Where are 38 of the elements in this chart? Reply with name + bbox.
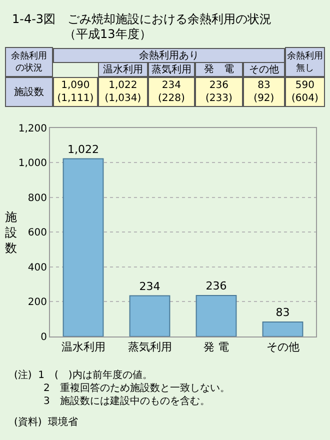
bar <box>62 158 104 336</box>
y-axis-title: 施設数 <box>14 86 44 98</box>
text: (注) 1 ( )内は前年度の値。 2 重複回答のため施設数と一致しない。 3 施設数には建設中のものを含む。 <box>14 369 230 407</box>
text: 余熱利用の状況 <box>11 50 47 74</box>
y-tick-label: 0 <box>40 332 47 343</box>
y-tick-label: 400 <box>28 262 47 274</box>
chart-subtitle: （平成13年度） <box>64 27 152 41</box>
text: (資料) 環境省 <box>14 416 78 428</box>
data-label: 234 <box>139 280 160 293</box>
text: 236 (233) <box>206 80 232 104</box>
x-tick-label: 蒸気利用 <box>128 340 172 354</box>
text: 1,022 (1,034) <box>104 80 142 104</box>
text: 施設数 <box>5 210 17 256</box>
text: 余熱利用あり <box>139 50 199 62</box>
bar <box>262 322 304 336</box>
bar <box>196 294 237 336</box>
data-label: 1,022 <box>68 142 99 156</box>
text: 発 電 <box>204 64 234 75</box>
y-tick-label: 200 <box>28 297 47 308</box>
data-label: 83 <box>276 306 290 320</box>
x-tick-label: 温水利用 <box>61 340 106 354</box>
chart-title: 1-4-3図 ごみ焼却施設における余熱利用の状況 <box>12 12 272 26</box>
text: 余熱利用無し <box>287 50 323 74</box>
text: 温水利用 <box>103 64 143 76</box>
x-tick-label: その他 <box>266 340 300 354</box>
text: 83 (92) <box>254 80 274 104</box>
y-tick-label: 800 <box>28 192 47 204</box>
y-tick-label: 600 <box>28 228 47 239</box>
data-label: 236 <box>206 279 227 292</box>
y-tick-label: 1,200 <box>18 123 47 134</box>
y-tick-label: 1,000 <box>18 158 47 170</box>
text: 590 (604) <box>292 80 318 104</box>
text: 234 (228) <box>158 80 185 104</box>
text: その他 <box>249 64 279 76</box>
text: 1,090 (1,111) <box>57 80 94 104</box>
text: 蒸気利用 <box>152 64 192 76</box>
bar <box>129 295 170 336</box>
x-tick-label: 発 電 <box>204 340 229 354</box>
